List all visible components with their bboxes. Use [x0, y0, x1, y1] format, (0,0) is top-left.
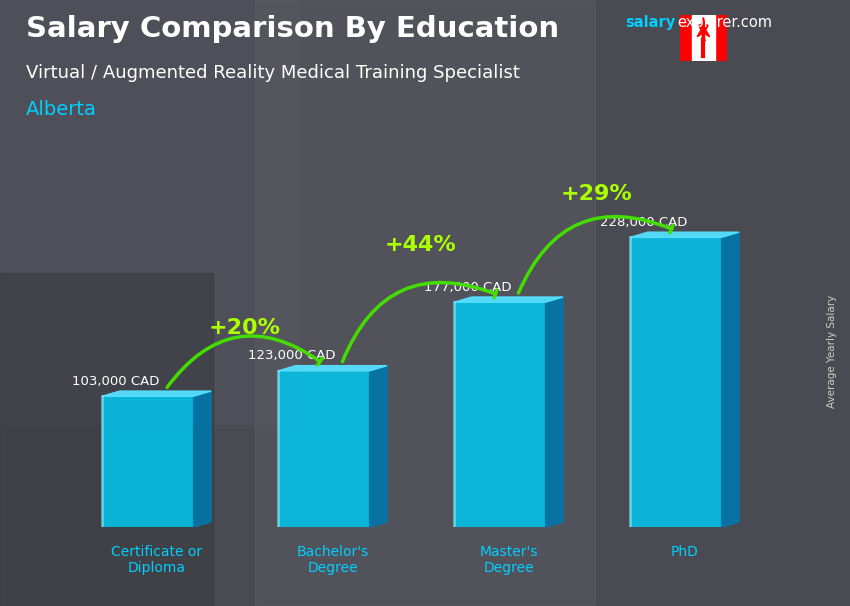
Bar: [102, 396, 194, 527]
Bar: [454, 302, 546, 527]
Text: Certificate or
Diploma: Certificate or Diploma: [111, 545, 202, 575]
Polygon shape: [630, 232, 740, 238]
Polygon shape: [278, 365, 387, 371]
Polygon shape: [370, 365, 387, 527]
Polygon shape: [454, 297, 564, 302]
Polygon shape: [194, 391, 211, 527]
Bar: [278, 371, 370, 527]
Text: Virtual / Augmented Reality Medical Training Specialist: Virtual / Augmented Reality Medical Trai…: [26, 64, 519, 82]
Text: explorer.com: explorer.com: [677, 15, 773, 30]
Text: Master's
Degree: Master's Degree: [479, 545, 538, 575]
Text: +20%: +20%: [208, 318, 280, 338]
Text: PhD: PhD: [671, 545, 699, 559]
Polygon shape: [722, 232, 740, 527]
Bar: [630, 238, 722, 527]
Bar: [692, 15, 715, 61]
Text: salary: salary: [625, 15, 675, 30]
Bar: [715, 15, 727, 61]
Text: Salary Comparison By Education: Salary Comparison By Education: [26, 15, 558, 43]
Polygon shape: [697, 18, 710, 41]
Bar: [255, 0, 595, 606]
Bar: [0, 0, 298, 424]
Text: 123,000 CAD: 123,000 CAD: [248, 349, 336, 362]
Bar: [680, 15, 692, 61]
Text: +29%: +29%: [561, 184, 632, 204]
Polygon shape: [102, 391, 211, 396]
Polygon shape: [546, 297, 564, 527]
Text: 103,000 CAD: 103,000 CAD: [72, 375, 160, 388]
Text: Bachelor's
Degree: Bachelor's Degree: [297, 545, 369, 575]
Text: Average Yearly Salary: Average Yearly Salary: [827, 295, 837, 408]
Text: 228,000 CAD: 228,000 CAD: [600, 216, 688, 228]
Text: +44%: +44%: [385, 235, 456, 255]
Bar: [0, 273, 212, 606]
Text: Alberta: Alberta: [26, 100, 96, 119]
Text: 177,000 CAD: 177,000 CAD: [424, 281, 512, 293]
